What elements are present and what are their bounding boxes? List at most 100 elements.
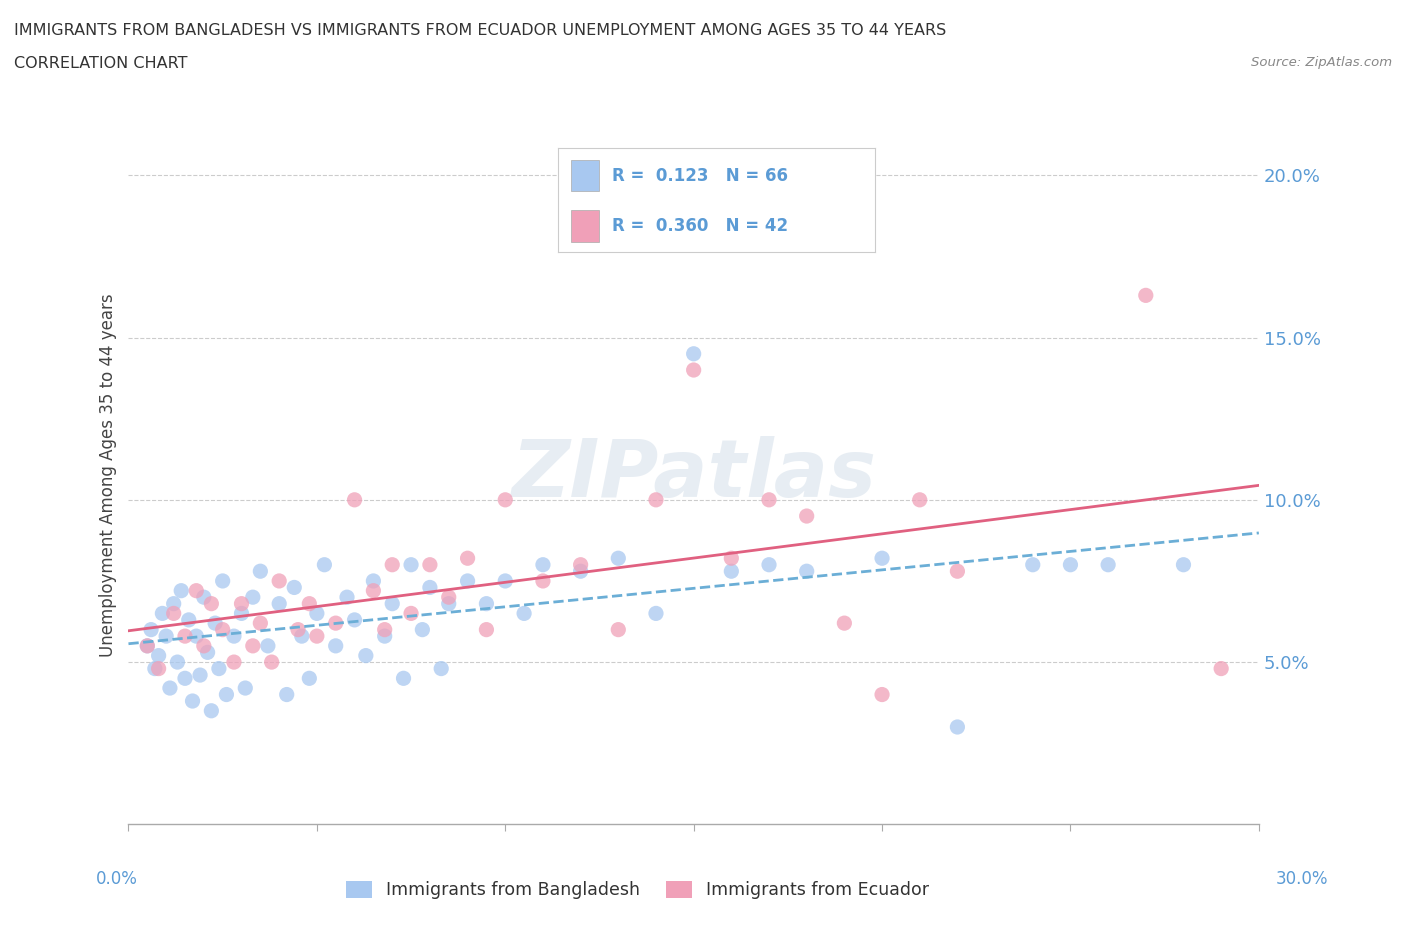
Point [181, 694, 204, 709]
Point [607, 622, 630, 637]
Point [834, 616, 856, 631]
Point [222, 629, 245, 644]
Point [325, 638, 347, 653]
Point [645, 606, 668, 621]
Point [1097, 557, 1119, 572]
Point [363, 583, 385, 598]
Point [607, 551, 630, 565]
Point [208, 661, 231, 676]
Point [200, 703, 222, 718]
Point [233, 681, 256, 696]
Point [257, 638, 280, 653]
Point [298, 671, 321, 685]
Point [870, 687, 893, 702]
Point [1211, 661, 1233, 676]
Point [758, 557, 780, 572]
Y-axis label: Unemployment Among Ages 35 to 44 years: Unemployment Among Ages 35 to 44 years [100, 294, 117, 658]
Point [569, 557, 592, 572]
Point [231, 606, 253, 621]
Point [419, 557, 441, 572]
Point [177, 613, 200, 628]
Point [531, 557, 554, 572]
Point [457, 551, 479, 565]
Text: IMMIGRANTS FROM BANGLADESH VS IMMIGRANTS FROM ECUADOR UNEMPLOYMENT AMONG AGES 35: IMMIGRANTS FROM BANGLADESH VS IMMIGRANTS… [14, 23, 946, 38]
Point [249, 564, 271, 578]
Point [269, 574, 291, 589]
Point [343, 492, 366, 507]
Point [143, 661, 166, 676]
Point [796, 564, 818, 578]
Text: 0.0%: 0.0% [96, 870, 138, 888]
Point [1173, 557, 1195, 572]
Point [363, 574, 385, 589]
Legend: Immigrants from Bangladesh, Immigrants from Ecuador: Immigrants from Bangladesh, Immigrants f… [339, 874, 935, 907]
Point [381, 557, 404, 572]
Point [908, 492, 931, 507]
Point [305, 606, 328, 621]
Point [946, 720, 969, 735]
Point [291, 629, 314, 644]
Text: CORRELATION CHART: CORRELATION CHART [14, 56, 187, 71]
Point [343, 613, 366, 628]
Point [155, 629, 177, 644]
Point [150, 606, 173, 621]
Point [531, 574, 554, 589]
Text: Source: ZipAtlas.com: Source: ZipAtlas.com [1251, 56, 1392, 69]
Point [242, 638, 264, 653]
Point [136, 638, 159, 653]
Point [475, 596, 498, 611]
Point [174, 671, 197, 685]
Point [188, 668, 211, 683]
Point [166, 655, 188, 670]
Point [1135, 288, 1157, 303]
Point [411, 622, 433, 637]
Point [399, 557, 422, 572]
Point [298, 596, 321, 611]
Point [269, 596, 291, 611]
Point [374, 629, 396, 644]
Point [1059, 557, 1081, 572]
Point [946, 564, 969, 578]
Point [148, 648, 170, 663]
Point [197, 644, 219, 659]
Point [287, 622, 309, 637]
Point [720, 564, 742, 578]
Point [200, 596, 222, 611]
Point [186, 629, 208, 644]
Point [437, 590, 460, 604]
Point [682, 346, 704, 361]
Point [720, 551, 742, 565]
Point [437, 596, 460, 611]
Point [513, 606, 536, 621]
Point [276, 687, 298, 702]
Point [419, 580, 441, 595]
Point [242, 590, 264, 604]
Point [325, 616, 347, 631]
Point [475, 622, 498, 637]
Point [163, 606, 186, 621]
Point [457, 574, 479, 589]
Point [569, 564, 592, 578]
Point [215, 687, 238, 702]
Point [222, 655, 245, 670]
Point [231, 596, 253, 611]
Point [249, 616, 271, 631]
Text: 30.0%: 30.0% [1277, 870, 1329, 888]
Point [305, 629, 328, 644]
Point [148, 661, 170, 676]
Point [336, 590, 359, 604]
Point [193, 590, 215, 604]
Point [186, 583, 208, 598]
Text: ZIPatlas: ZIPatlas [512, 436, 876, 514]
Point [193, 638, 215, 653]
Point [260, 655, 283, 670]
Point [381, 596, 404, 611]
Point [211, 622, 233, 637]
Point [758, 492, 780, 507]
Point [494, 574, 516, 589]
Point [645, 492, 668, 507]
Point [354, 648, 377, 663]
Point [159, 681, 181, 696]
Point [870, 551, 893, 565]
Point [163, 596, 186, 611]
